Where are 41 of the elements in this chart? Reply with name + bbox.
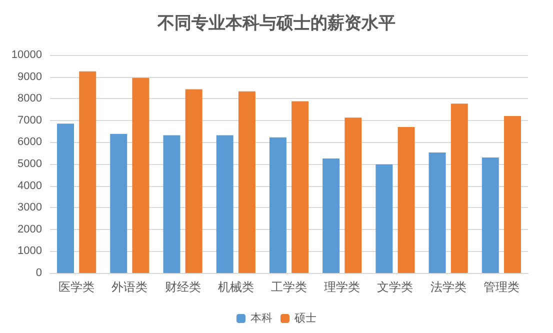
y-tick-label: 1000: [18, 245, 42, 258]
y-tick-label: 5000: [18, 158, 42, 170]
bar: [132, 78, 150, 273]
y-tick-label: 4000: [18, 180, 42, 192]
y-tick-label: 0: [36, 267, 42, 279]
bar: [450, 104, 468, 273]
bar: [504, 116, 521, 273]
bar: [216, 135, 234, 273]
bar: [292, 101, 309, 273]
bar: [79, 71, 96, 273]
y-tick-label: 6000: [18, 136, 42, 148]
bar: [482, 157, 499, 273]
bar: [110, 134, 128, 273]
x-tick-label: 文学类: [377, 280, 414, 294]
bar: [238, 91, 256, 273]
legend-label: 本科: [250, 312, 272, 324]
y-tick-label: 3000: [18, 202, 42, 214]
y-tick-label: 10000: [11, 49, 42, 61]
x-tick-label: 机械类: [218, 280, 254, 294]
bar: [428, 152, 446, 273]
chart-title: 不同专业本科与硕士的薪资水平: [156, 14, 396, 34]
x-tick-label: 财经类: [164, 280, 201, 294]
bar: [185, 89, 202, 273]
bar: [163, 135, 180, 273]
bar: [344, 118, 362, 273]
y-tick-label: 7000: [18, 114, 42, 126]
x-tick-label: 管理类: [483, 280, 520, 294]
x-tick-label: 法学类: [430, 280, 466, 294]
bar: [376, 164, 393, 273]
y-tick-label: 8000: [18, 92, 42, 105]
legend-label: 硕士: [294, 312, 316, 324]
bar: [57, 124, 74, 273]
y-tick-label: 9000: [18, 70, 42, 83]
bar: [269, 137, 286, 273]
bar: [398, 126, 415, 273]
x-tick-label: 医学类: [58, 280, 95, 294]
bar: [322, 158, 340, 273]
y-tick-label: 2000: [18, 223, 42, 236]
x-tick-label: 工学类: [271, 280, 307, 294]
x-tick-label: 外语类: [112, 280, 148, 294]
x-tick-label: 理学类: [324, 280, 360, 294]
